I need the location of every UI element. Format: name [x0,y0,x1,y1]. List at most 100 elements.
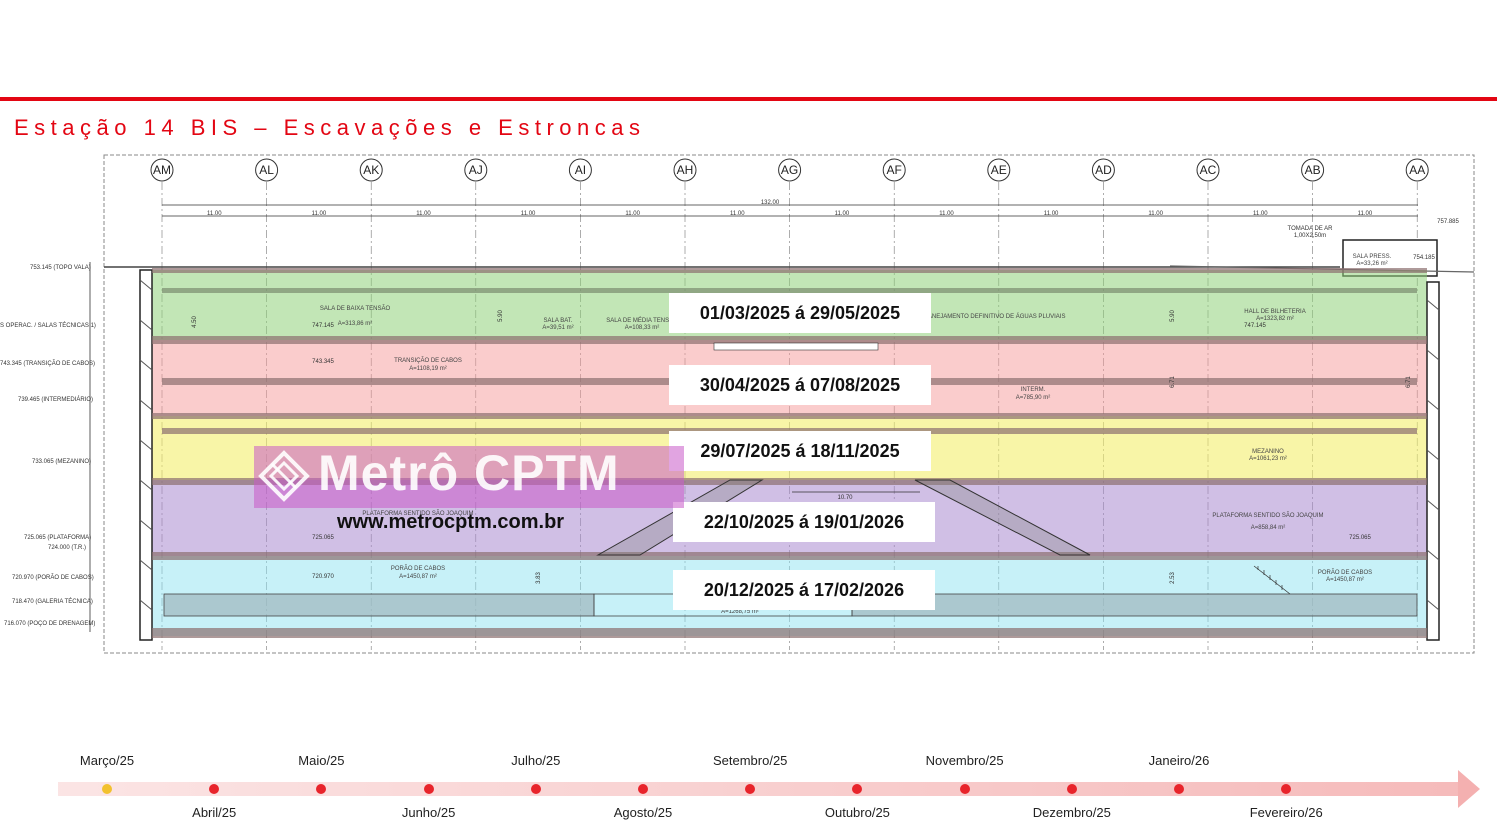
span-dimension: 11.00 [939,211,954,217]
timeline-month-label: Novembro/25 [925,753,1004,768]
room-porao-1: PORÃO DE CABOS [391,565,445,572]
timeline-month-label: Outubro/25 [824,805,890,820]
h-383: 3.83 [536,572,542,584]
h-590: 5.90 [498,310,504,322]
room-hall-area: A=1323,82 m² [1256,316,1294,322]
h-590-b: 5.90 [1170,310,1176,322]
timeline-dot [316,784,327,794]
phase-label-4: 22/10/2025 á 19/01/2026 [673,502,935,542]
axis-bubble [1196,158,1220,182]
lvl-747-b: 747.145 [1244,323,1266,329]
timeline-month-label: Abril/25 [192,805,237,820]
timeline-dot [209,784,220,794]
timeline: Março/25 Abril/25 Maio/25 Junho/25 Julho/25 A… [0,750,1500,840]
lvl-743: 743.345 [312,359,334,365]
timeline-month-label: Março/25 [79,753,135,768]
room-remanejamento: REMANEJAMENTO DEFINITIVO DE ÁGUAS PLUVIA… [915,313,1066,320]
lvl-720: 720.970 [312,574,334,580]
room-interm: INTERM. [1021,387,1046,393]
level-label: S OPERAC. / SALAS TÉCNICAS 1) [0,322,96,329]
axis-label: AL [259,163,274,177]
axis-bubble [255,158,279,182]
room-porao-2-area: A=1450,87 m² [1326,577,1364,583]
axis-label: AA [1409,163,1425,177]
page-title: Estação 14 BIS – Escavações e Estroncas [14,115,646,140]
sala-press-area: A=33,26 m² [1356,261,1387,267]
phase-label-1: 01/03/2025 á 29/05/2025 [669,293,931,333]
timeline-dot [423,784,434,794]
lvl-725-b: 725.065 [1349,535,1371,541]
room-hall: HALL DE BILHETERIA [1244,309,1305,315]
h-450: 4.50 [192,316,198,328]
axis-bubble [1405,158,1429,182]
level-label: 743.345 (TRANSIÇÃO DE CABOS) [0,360,95,367]
tomada-label: TOMADA DE AR [1288,226,1334,232]
timeline-month-label: Fevereiro/26 [1249,805,1323,820]
level-label: 724.000 (T.R.) [48,545,86,551]
axis-label: AF [887,163,902,177]
timeline-month-label: Maio/25 [298,753,345,768]
timeline-dot [1174,784,1184,794]
metro-cptm-logo-icon [258,450,310,502]
watermark-box [254,446,684,508]
room-galeria-area: A=1268,75 m² [721,609,759,615]
level-label: 720.970 (PORÃO DE CABOS) [12,574,94,581]
axis-bubble [568,158,592,182]
room-mezanino-area: A=1061,23 m² [1249,456,1287,462]
axis-label: AM [153,163,171,177]
timeline-month-label: Janeiro/26 [1148,753,1210,768]
axis-bubble [882,158,906,182]
dim-total: 132.00 [761,200,780,206]
room-plataforma-2-area: A=858,84 m² [1251,525,1286,531]
timeline-month-label: Agosto/25 [613,805,673,820]
sala-press-label: SALA PRESS. [1353,254,1392,260]
room-sala-bat-area: A=39,51 m² [542,325,573,331]
timeline-dot [1281,784,1292,794]
dim-1070: 10.70 [837,495,853,501]
span-dimension: 11.00 [1253,211,1268,217]
timeline-dot [745,784,756,794]
room-transicao-area: A=1108,19 m² [409,366,446,372]
room-sala-baixa: SALA DE BAIXA TENSÃO [320,305,391,312]
span-dimension: 11.00 [416,211,431,217]
axis-bubble [150,158,174,182]
timeline-arrow-icon [1458,770,1480,808]
room-sala-media-area: A=108,33 m² [625,325,660,331]
axis-label: AC [1200,163,1217,177]
span-dimension: 11.00 [1148,211,1163,217]
h-253: 2.53 [1170,572,1176,584]
axis-bubble [359,158,383,182]
room-porao-1-area: A=1450,87 m² [399,574,437,580]
timeline-dot [959,784,970,794]
phase-label-2: 30/04/2025 á 07/08/2025 [669,365,931,405]
room-transicao: TRANSIÇÃO DE CABOS [394,357,462,364]
axis-label: AH [677,163,694,177]
span-dimension: 11.00 [1358,211,1373,217]
h-671-b: 6.71 [1406,376,1412,388]
timeline-dot [638,784,648,794]
span-dimension: 11.00 [625,211,640,217]
level-754: 754.185 [1413,255,1435,261]
axis-label: AG [781,163,798,177]
timeline-month-label: Dezembro/25 [1032,805,1111,820]
axis-label: AI [575,163,586,177]
span-dimensions: 11.00 11.00 11.00 11.00 11.00 11.00 11.00 11.00… [207,211,1373,217]
phase-label-5: 20/12/2025 á 17/02/2026 [673,570,935,610]
level-label: 753.145 (TOPO VALA) [30,265,91,271]
level-label: 733.065 (MEZANINO) [32,459,91,465]
axis-bubble [987,158,1011,182]
lvl-747: 747.145 [312,323,334,329]
timeline-dot [1066,784,1077,794]
timeline-dot [530,784,541,794]
tomada-size: 1,00X2,50m [1294,233,1326,239]
span-dimension: 11.00 [835,211,850,217]
axis-label: AJ [469,163,483,177]
axis-label: AE [991,163,1007,177]
timeline-dot [102,784,112,794]
timeline-month-label: Julho/25 [511,753,561,768]
axis-label: AD [1095,163,1112,177]
timeline-bar [58,782,1458,796]
span-dimension: 11.00 [521,211,536,217]
axis-bubble [1301,158,1325,182]
level-label: 725.065 (PLATAFORMA) [24,535,91,541]
